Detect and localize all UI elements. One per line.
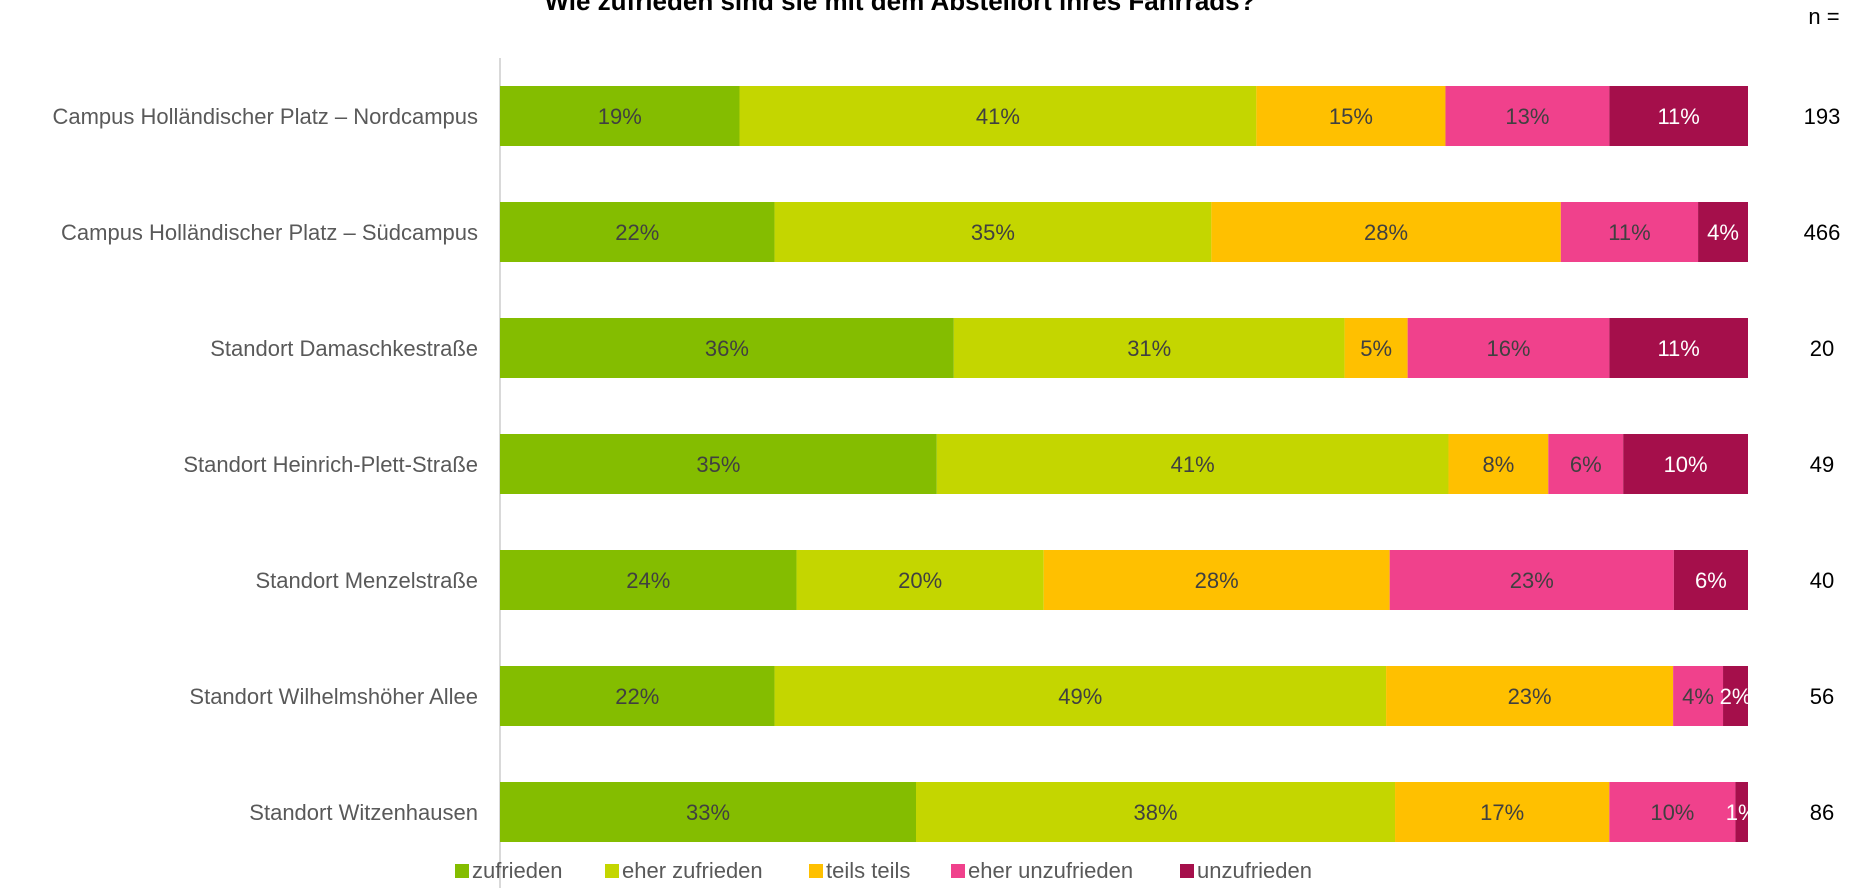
- bar-segment: [796, 550, 1044, 610]
- data-label: 41%: [1171, 452, 1215, 477]
- n-header: n =: [1808, 4, 1839, 29]
- data-label: 8%: [1483, 452, 1515, 477]
- data-label: 6%: [1570, 452, 1602, 477]
- legend-swatch: [951, 864, 965, 878]
- n-value: 56: [1810, 684, 1834, 709]
- n-value: 86: [1810, 800, 1834, 825]
- category-label: Standort Menzelstraße: [255, 568, 478, 593]
- data-label: 16%: [1486, 336, 1530, 361]
- data-label: 10%: [1650, 800, 1694, 825]
- bar-segment: [1043, 550, 1390, 610]
- data-label: 22%: [615, 220, 659, 245]
- legend: zufrieden eher zufrieden teils teils eher u…: [455, 858, 1312, 883]
- data-label: 11%: [1657, 336, 1699, 361]
- bar-segment: [1344, 318, 1408, 378]
- data-label: 15%: [1329, 104, 1373, 129]
- data-label: 6%: [1695, 568, 1727, 593]
- bar-segment: [1389, 550, 1674, 610]
- data-label: 20%: [898, 568, 942, 593]
- bar-segment: [1211, 202, 1561, 262]
- bar-segment: [500, 202, 775, 262]
- bar-segment: [500, 666, 775, 726]
- bar-segment: [1609, 86, 1748, 146]
- legend-swatch: [1180, 864, 1194, 878]
- data-label: 28%: [1364, 220, 1408, 245]
- data-label: 10%: [1664, 452, 1708, 477]
- legend-label: eher unzufrieden: [968, 858, 1133, 883]
- n-value: 466: [1804, 220, 1841, 245]
- data-label: 23%: [1510, 568, 1554, 593]
- data-label: 11%: [1657, 104, 1699, 129]
- bar-segment: [774, 202, 1212, 262]
- data-label: 35%: [971, 220, 1015, 245]
- n-value: 40: [1810, 568, 1834, 593]
- bar-segment: [1673, 666, 1724, 726]
- bar-segment: [1448, 434, 1549, 494]
- data-label: 38%: [1133, 800, 1177, 825]
- category-label: Campus Holländischer Platz – Nordcampus: [52, 104, 478, 129]
- data-label: 24%: [626, 568, 670, 593]
- n-value: 20: [1810, 336, 1834, 361]
- data-label: 23%: [1508, 684, 1552, 709]
- bar-segment: [1395, 782, 1610, 842]
- data-label: 1%: [1726, 800, 1758, 825]
- bar-segment: [1698, 202, 1748, 262]
- data-label: 17%: [1480, 800, 1524, 825]
- data-label: 31%: [1127, 336, 1171, 361]
- data-label: 4%: [1682, 684, 1714, 709]
- bar-segment: [1609, 318, 1748, 378]
- bar-segment: [953, 318, 1345, 378]
- data-label: 28%: [1195, 568, 1239, 593]
- bar-segment: [916, 782, 1396, 842]
- legend-label: teils teils: [826, 858, 910, 883]
- category-label: Standort Witzenhausen: [249, 800, 478, 825]
- bar-segment: [774, 666, 1387, 726]
- category-label: Standort Damaschkestraße: [210, 336, 478, 361]
- bar-segment: [936, 434, 1449, 494]
- n-value: 49: [1810, 452, 1834, 477]
- data-label: 13%: [1505, 104, 1549, 129]
- category-label: Campus Holländischer Platz – Südcampus: [61, 220, 478, 245]
- legend-swatch: [809, 864, 823, 878]
- data-label: 49%: [1058, 684, 1102, 709]
- bar-segment: [1445, 86, 1610, 146]
- bars-group: Campus Holländischer Platz – Nordcampus 1…: [52, 86, 1840, 842]
- bar-segment: [1735, 782, 1748, 842]
- legend-label: unzufrieden: [1197, 858, 1312, 883]
- data-label: 19%: [598, 104, 642, 129]
- n-value: 193: [1804, 104, 1841, 129]
- legend-label: eher zufrieden: [622, 858, 763, 883]
- data-label: 36%: [705, 336, 749, 361]
- data-label: 11%: [1608, 220, 1650, 245]
- data-label: 5%: [1360, 336, 1392, 361]
- data-label: 35%: [696, 452, 740, 477]
- legend-label: zufrieden: [472, 858, 563, 883]
- category-label: Standort Wilhelmshöher Allee: [189, 684, 478, 709]
- data-label: 33%: [686, 800, 730, 825]
- data-label: 41%: [976, 104, 1020, 129]
- bar-segment: [500, 550, 797, 610]
- bar-segment: [1673, 550, 1748, 610]
- data-label: 2%: [1720, 684, 1752, 709]
- bar-segment: [500, 318, 954, 378]
- bar-segment: [1723, 666, 1748, 726]
- bar-segment: [500, 782, 916, 842]
- bar-segment: [1609, 782, 1736, 842]
- bar-segment: [1548, 434, 1624, 494]
- category-label: Standort Heinrich-Plett-Straße: [183, 452, 478, 477]
- bar-segment: [500, 434, 937, 494]
- data-label: 4%: [1707, 220, 1739, 245]
- legend-swatch: [455, 864, 469, 878]
- bar-segment: [500, 86, 740, 146]
- bar-segment: [1386, 666, 1674, 726]
- bar-segment: [1256, 86, 1446, 146]
- bar-segment: [1623, 434, 1748, 494]
- bar-segment: [739, 86, 1257, 146]
- bar-segment: [1560, 202, 1699, 262]
- bar-segment: [1407, 318, 1610, 378]
- data-label: 22%: [615, 684, 659, 709]
- chart-title: Wie zufrieden sind sie mit dem Abstellor…: [544, 0, 1255, 16]
- legend-swatch: [605, 864, 619, 878]
